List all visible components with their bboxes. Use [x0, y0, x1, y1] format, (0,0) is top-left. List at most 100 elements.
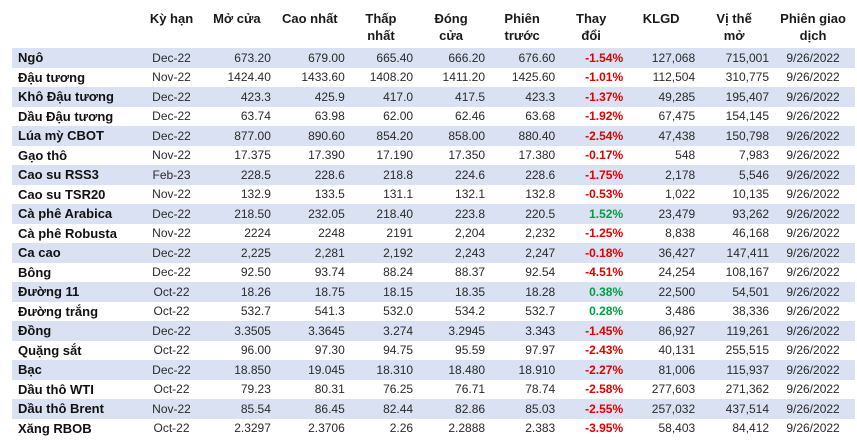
table-row: Khô Đậu tương Dec-22 423.3 425.9 417.0 417.5 4…: [12, 87, 855, 107]
cell-open: 18.850: [200, 360, 273, 380]
cell-previous: 132.8: [487, 184, 558, 204]
cell-volume: 47,438: [625, 126, 698, 146]
cell-high: 541.3: [272, 301, 347, 321]
table-row: Cao su TSR20 Nov-22 132.9 133.5 131.1 132.1 13…: [12, 184, 855, 204]
cell-open: 17.375: [200, 145, 273, 165]
cell-commodity: Cà phê Arabica: [12, 204, 143, 224]
cell-commodity: Bạc: [12, 360, 143, 380]
cell-previous: 92.54: [487, 262, 558, 282]
cell-open-interest: 108,167: [697, 262, 772, 282]
cell-open: 132.9: [200, 184, 273, 204]
cell-volume: 277,603: [625, 379, 698, 399]
cell-session: 9/26/2022: [771, 243, 855, 263]
cell-term: Oct-22: [142, 418, 201, 438]
cell-low: 18.15: [346, 282, 416, 302]
cell-high: 63.98: [272, 106, 347, 126]
cell-high: 1433.60: [272, 67, 347, 87]
cell-change: -1.01%: [557, 67, 626, 87]
cell-close: 18.35: [415, 282, 488, 302]
cell-high: 679.00: [272, 48, 347, 68]
cell-low: 218.8: [346, 165, 416, 185]
cell-previous: 2,232: [487, 223, 558, 243]
cell-close: 17.350: [415, 145, 488, 165]
cell-previous: 220.5: [487, 204, 558, 224]
header-volume: KLGD: [642, 11, 680, 26]
cell-commodity: Dầu Đậu tương: [12, 106, 143, 126]
cell-low: 218.40: [346, 204, 416, 224]
cell-high: 97.30: [272, 340, 347, 360]
cell-open: 2,225: [200, 243, 273, 263]
cell-close: 132.1: [415, 184, 488, 204]
cell-session: 9/26/2022: [771, 67, 855, 87]
cell-low: 94.75: [346, 340, 416, 360]
cell-open-interest: 271,362: [697, 379, 772, 399]
cell-term: Oct-22: [142, 379, 201, 399]
cell-low: 17.190: [346, 145, 416, 165]
cell-session: 9/26/2022: [771, 223, 855, 243]
cell-close: 417.5: [415, 87, 488, 107]
cell-low: 2191: [346, 223, 416, 243]
cell-close: 18.480: [415, 360, 488, 380]
cell-open-interest: 715,001: [697, 48, 772, 68]
cell-open: 1424.40: [200, 67, 273, 87]
cell-commodity: Đậu tương: [12, 67, 143, 87]
cell-open-interest: 93,262: [697, 204, 772, 224]
cell-open-interest: 84,412: [697, 418, 772, 438]
header-open: Mở cửa: [213, 11, 261, 26]
cell-volume: 127,068: [625, 48, 698, 68]
header-close: Đóng cửa: [434, 11, 468, 43]
cell-low: 2,192: [346, 243, 416, 263]
cell-session: 9/26/2022: [771, 165, 855, 185]
cell-open: 85.54: [200, 399, 273, 419]
cell-volume: 548: [625, 145, 698, 165]
cell-change: -2.27%: [557, 360, 626, 380]
cell-low: 665.40: [346, 48, 416, 68]
cell-change: -1.25%: [557, 223, 626, 243]
cell-term: Oct-22: [142, 282, 201, 302]
cell-open-interest: 255,515: [697, 340, 772, 360]
cell-session: 9/26/2022: [771, 87, 855, 107]
cell-open: 423.3: [200, 87, 273, 107]
cell-open-interest: 5,546: [697, 165, 772, 185]
cell-term: Nov-22: [142, 145, 201, 165]
cell-low: 854.20: [346, 126, 416, 146]
cell-term: Dec-22: [142, 87, 201, 107]
cell-previous: 423.3: [487, 87, 558, 107]
cell-high: 228.6: [272, 165, 347, 185]
cell-high: 133.5: [272, 184, 347, 204]
cell-term: Dec-22: [142, 48, 201, 68]
cell-volume: 112,504: [625, 67, 698, 87]
header-change: Thay đổi: [576, 11, 607, 43]
cell-session: 9/26/2022: [771, 379, 855, 399]
table-row: Đường trắng Oct-22 532.7 541.3 532.0 534.2 532…: [12, 301, 855, 321]
cell-open: 79.23: [200, 379, 273, 399]
cell-change: -2.58%: [557, 379, 626, 399]
cell-low: 18.310: [346, 360, 416, 380]
cell-volume: 58,403: [625, 418, 698, 438]
cell-term: Feb-23: [142, 165, 201, 185]
cell-term: Dec-22: [142, 243, 201, 263]
cell-term: Dec-22: [142, 360, 201, 380]
cell-close: 224.6: [415, 165, 488, 185]
cell-commodity: Quặng sắt: [12, 340, 143, 360]
cell-session: 9/26/2022: [771, 340, 855, 360]
table-row: Đường 11 Oct-22 18.26 18.75 18.15 18.35 18.28 0…: [12, 282, 855, 302]
cell-low: 532.0: [346, 301, 416, 321]
table-row: Đậu tương Nov-22 1424.40 1433.60 1408.20 1411…: [12, 67, 855, 87]
cell-open: 96.00: [200, 340, 273, 360]
cell-open: 2.3297: [200, 418, 273, 438]
cell-term: Dec-22: [142, 106, 201, 126]
cell-volume: 49,285: [625, 87, 698, 107]
cell-open-interest: 310,775: [697, 67, 772, 87]
table-row: Dầu thô Brent Nov-22 85.54 86.45 82.44 82.86 8…: [12, 399, 855, 419]
table-row: Cao su RSS3 Feb-23 228.5 228.6 218.8 224.6 228…: [12, 165, 855, 185]
cell-open-interest: 46,168: [697, 223, 772, 243]
cell-close: 858.00: [415, 126, 488, 146]
cell-change: -2.43%: [557, 340, 626, 360]
cell-commodity: Cà phê Robusta: [12, 223, 143, 243]
cell-previous: 78.74: [487, 379, 558, 399]
cell-open-interest: 119,261: [697, 321, 772, 341]
cell-previous: 676.60: [487, 48, 558, 68]
cell-previous: 880.40: [487, 126, 558, 146]
cell-change: -1.54%: [557, 48, 626, 68]
